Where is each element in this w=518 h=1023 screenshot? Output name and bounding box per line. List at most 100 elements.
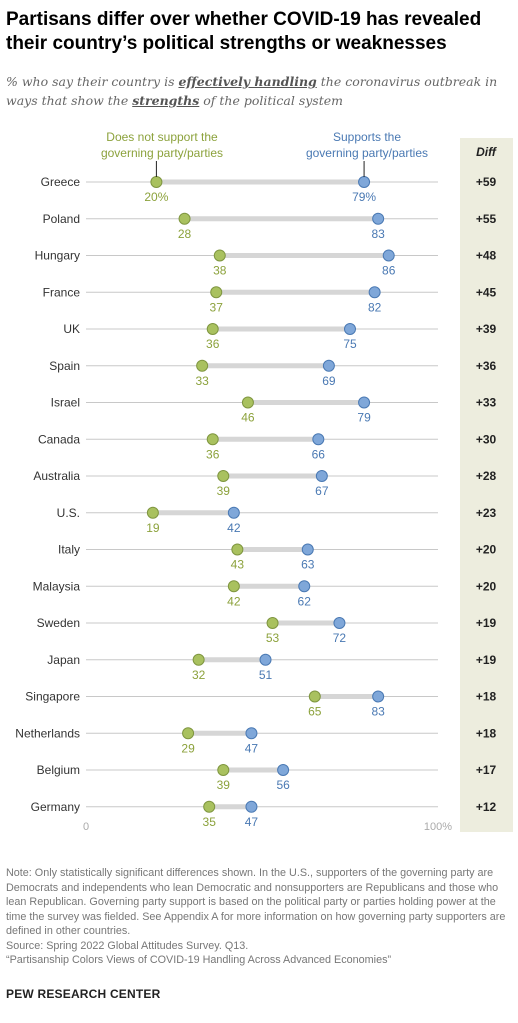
nonsupport-value-label: 38	[213, 264, 227, 278]
diff-value: +12	[476, 800, 497, 814]
nonsupport-dot	[203, 800, 216, 813]
country-label: Spain	[49, 359, 80, 373]
country-label: Singapore	[25, 690, 80, 704]
nonsupport-dot	[192, 653, 205, 666]
nonsupport-dot	[266, 617, 279, 629]
nonsupport-dot	[308, 690, 321, 703]
country-label: Hungary	[35, 249, 80, 263]
support-dot	[382, 249, 395, 262]
support-dot	[301, 543, 314, 556]
source-text: Source: Spring 2022 Global Attitudes Sur…	[6, 939, 249, 952]
diff-value: +23	[476, 506, 497, 520]
nonsupport-value-label: 28	[178, 227, 192, 241]
nonsupport-dot	[150, 176, 163, 188]
nonsupport-value-label: 39	[217, 484, 231, 498]
support-dot	[227, 506, 240, 519]
chart-notes: Note: Only statistically significant dif…	[6, 866, 514, 968]
support-value-label: 79	[357, 411, 371, 425]
subtitle-part-1: % who say their country is	[6, 74, 179, 89]
diff-header: Diff	[476, 145, 497, 159]
support-dot	[245, 727, 258, 740]
support-value-label: 86	[382, 264, 396, 278]
subtitle-part-3: of the political system	[199, 93, 343, 108]
nonsupport-dot	[178, 212, 191, 225]
dot-chart: Diff Does not support the governing party/…	[15, 130, 513, 833]
support-dot	[372, 690, 385, 703]
diff-value: +18	[476, 690, 497, 704]
nonsupport-dot	[206, 323, 219, 335]
country-label: Germany	[31, 800, 80, 814]
support-dot	[368, 286, 381, 299]
diff-value: +28	[476, 469, 497, 483]
axis-min-label: 0	[83, 821, 89, 833]
nonsupport-dot	[217, 764, 230, 776]
diff-value: +59	[476, 175, 497, 189]
support-value-label: 47	[245, 741, 259, 755]
nonsupport-value-label: 33	[195, 374, 209, 388]
diff-value: +33	[476, 396, 497, 410]
diff-value: +45	[476, 285, 497, 299]
nonsupport-value-label: 46	[241, 411, 255, 425]
support-dot	[298, 580, 311, 593]
subtitle-part-2: the coronavirus outbreak in ways that sh…	[6, 74, 498, 108]
nonsupport-value-label: 43	[231, 558, 245, 572]
support-value-label: 75	[343, 337, 357, 351]
axis-max-label: 100%	[424, 821, 452, 833]
nonsupport-value-label: 29	[181, 741, 195, 755]
country-label: Sweden	[37, 616, 80, 630]
support-dot	[277, 764, 290, 776]
support-dot	[312, 433, 325, 446]
pew-logo-text: PEW RESEARCH CENTER	[6, 987, 161, 1001]
support-value-label: 82	[368, 300, 382, 314]
support-dot	[344, 323, 356, 335]
legend-support-line1: Supports the	[333, 130, 401, 144]
country-label: Greece	[41, 175, 81, 189]
nonsupport-value-label: 65	[308, 705, 322, 719]
diff-value: +30	[476, 432, 497, 446]
country-label: Canada	[38, 432, 80, 446]
nonsupport-value-label: 32	[192, 668, 206, 682]
support-dot	[315, 470, 328, 482]
legend-nonsupport-line2: governing party/parties	[101, 146, 223, 160]
support-dot	[372, 212, 385, 225]
country-label: Italy	[58, 543, 80, 557]
support-dot	[245, 800, 258, 813]
country-label: Israel	[51, 396, 80, 410]
diff-value: +39	[476, 322, 497, 336]
country-label: Belgium	[37, 763, 80, 777]
subtitle-emphasis-1: effectively handling	[178, 74, 317, 89]
country-label: Japan	[47, 653, 80, 667]
report-title: “Partisanship Colors Views of COVID-19 H…	[6, 954, 392, 966]
diff-value: +20	[476, 579, 497, 593]
support-value-label: 63	[301, 558, 315, 572]
nonsupport-dot	[213, 249, 226, 262]
support-value-label: 66	[312, 447, 326, 461]
support-dot	[358, 396, 371, 409]
support-dot	[358, 176, 371, 188]
nonsupport-dot	[231, 543, 244, 556]
chart-subtitle: % who say their country is effectively h…	[6, 72, 512, 110]
diff-value: +19	[476, 616, 497, 630]
support-value-label: 51	[259, 668, 273, 682]
diff-value: +48	[476, 249, 497, 263]
support-value-label: 69	[322, 374, 336, 388]
diff-value: +17	[476, 763, 497, 777]
country-label: UK	[63, 322, 80, 336]
support-dot	[259, 653, 272, 666]
diff-value: +36	[476, 359, 497, 373]
support-value-label: 83	[371, 705, 385, 719]
nonsupport-value-label: 39	[217, 778, 231, 792]
diff-column-background	[460, 138, 513, 832]
support-value-label: 67	[315, 484, 329, 498]
country-label: Malaysia	[33, 579, 81, 593]
diff-value: +55	[476, 212, 497, 226]
legend-support-line2: governing party/parties	[306, 146, 428, 160]
support-value-label: 56	[276, 778, 290, 792]
support-value-label: 47	[245, 815, 259, 829]
nonsupport-value-label: 53	[266, 631, 280, 645]
support-value-label: 42	[227, 521, 241, 535]
country-label: U.S.	[57, 506, 80, 520]
nonsupport-value-label: 19	[146, 521, 160, 535]
diff-value: +19	[476, 653, 497, 667]
legend-nonsupport-line1: Does not support the	[106, 130, 218, 144]
